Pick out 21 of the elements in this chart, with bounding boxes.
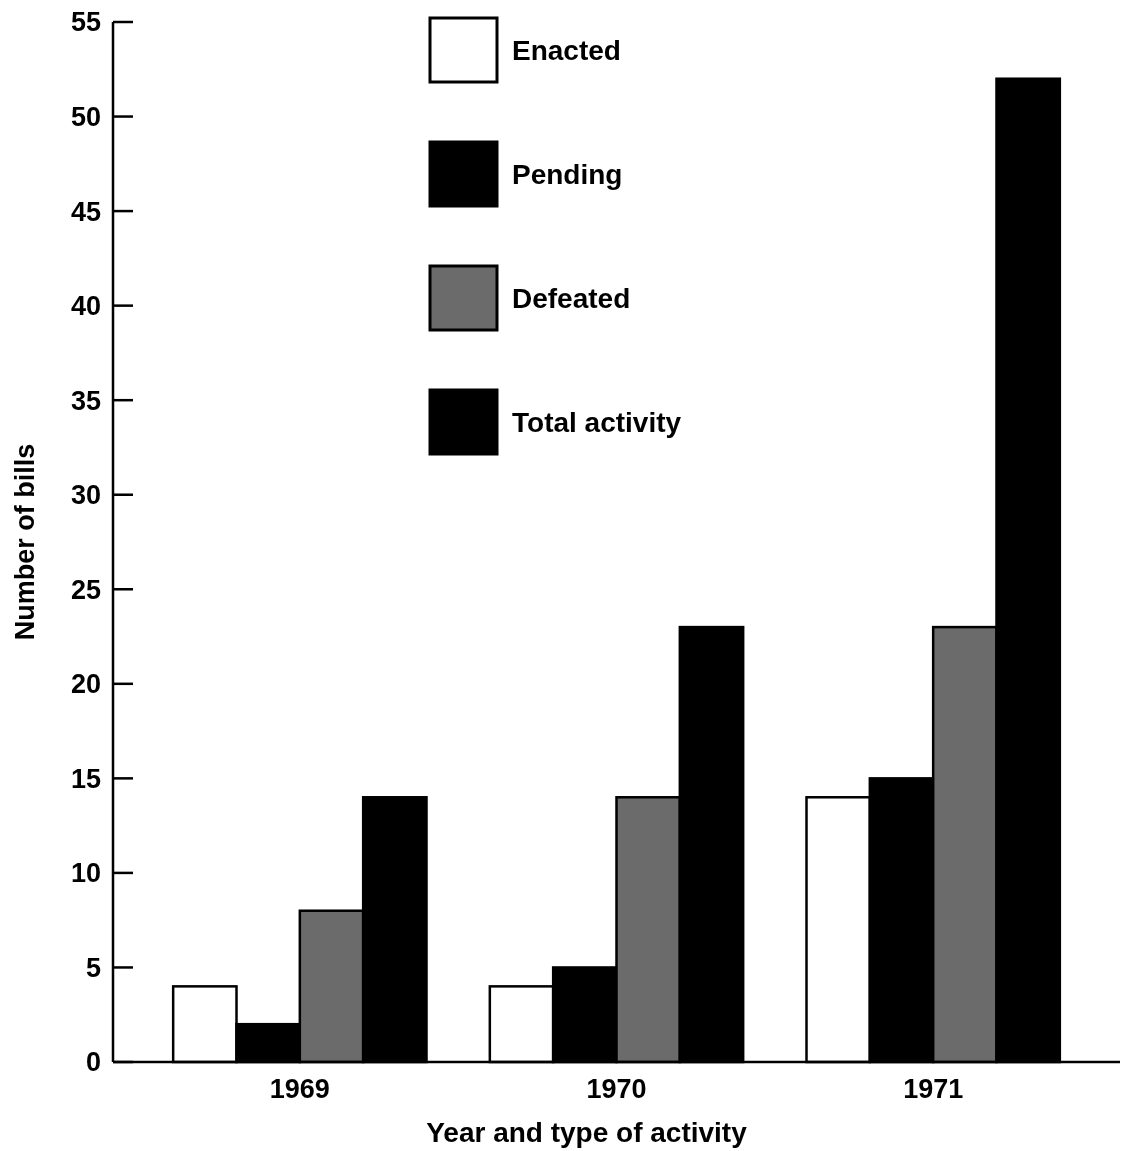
legend-label: Total activity (512, 406, 682, 438)
y-tick-label: 20 (70, 669, 101, 700)
y-tick-label: 45 (70, 196, 101, 227)
y-tick-label: 55 (70, 7, 101, 38)
x-tick-label: 1971 (903, 1074, 964, 1104)
y-tick-label: 0 (85, 1047, 101, 1078)
y-tick-label: 40 (70, 291, 101, 322)
legend-label: Pending (512, 158, 623, 190)
legend-label: Defeated (512, 282, 631, 314)
legend-label: Enacted (512, 34, 621, 66)
y-tick-label: 25 (70, 574, 101, 605)
y-tick-label: 35 (70, 385, 101, 416)
y-tick-label: 50 (70, 102, 101, 132)
y-tick-label: 30 (70, 480, 101, 511)
x-axis-title: Year and type of activity (426, 1117, 748, 1148)
y-tick-label: 15 (70, 763, 101, 794)
y-tick-label: 10 (70, 858, 101, 889)
y-axis-title: Number of bills (10, 443, 40, 641)
x-tick-label: 1969 (269, 1074, 330, 1104)
y-tick-label: 5 (85, 952, 101, 983)
x-tick-label: 1970 (586, 1074, 647, 1104)
